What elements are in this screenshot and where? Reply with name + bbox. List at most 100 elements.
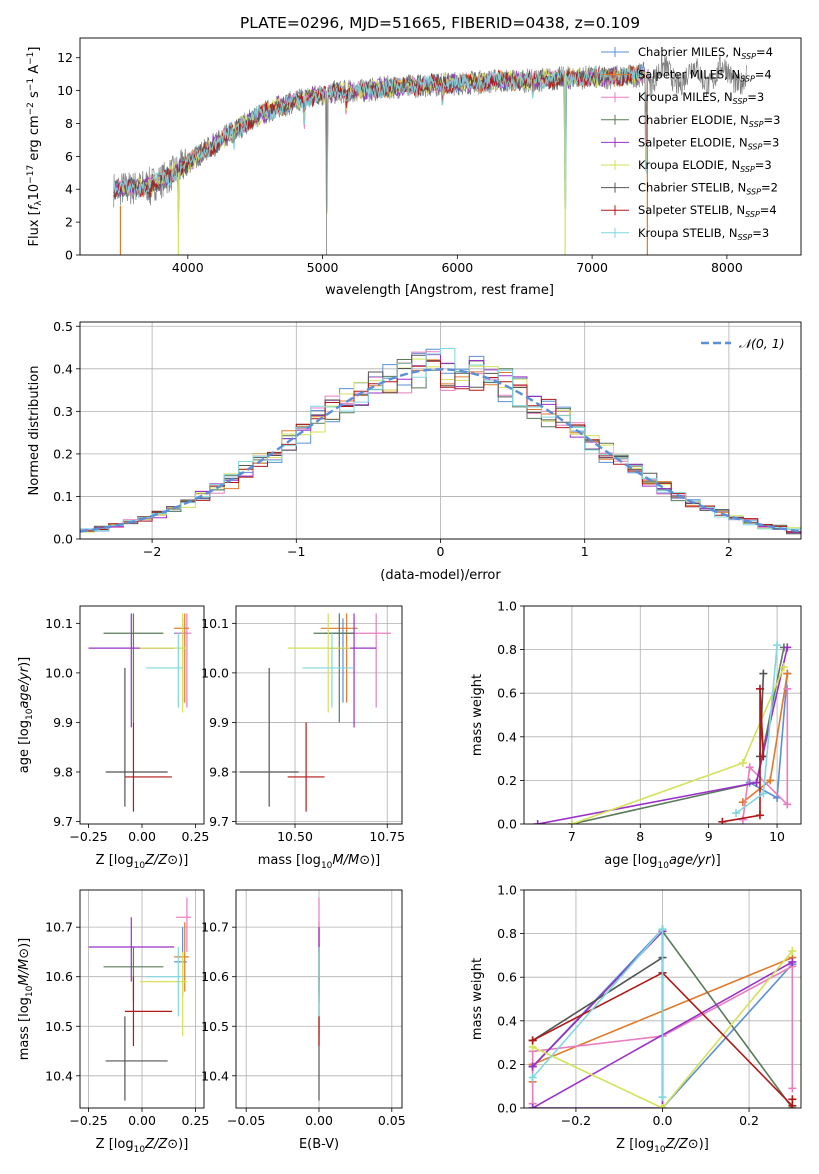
- y-tick-label: 6: [65, 149, 73, 164]
- y-tick-label: 10.5: [201, 1019, 229, 1034]
- residuals-xlabel: (data-model)/error: [380, 568, 501, 583]
- residuals-ylabel: Normed distribution: [27, 366, 42, 496]
- legend-label: Salpeter STELIB, N: [638, 203, 745, 217]
- y-tick-label: 0.2: [497, 773, 517, 788]
- y-tick-label: 10.4: [45, 1068, 73, 1083]
- y-tick-label: 10.7: [45, 920, 73, 935]
- plot-area-residuals: [80, 348, 801, 539]
- weight-ylabel: mass weight: [470, 958, 485, 1040]
- legend-sub: SSP: [738, 233, 753, 242]
- y-tick-label: 10.4: [201, 1068, 229, 1083]
- y-tick-label: 12: [57, 50, 73, 65]
- x-tick-label: 2: [725, 544, 733, 559]
- spectrum-xlabel: wavelength [Angstrom, rest frame]: [325, 283, 554, 298]
- legend-label: Salpeter MILES, N: [638, 68, 740, 82]
- chart-residuals: −2 −1 0 1 2 0.0 0.1 0.2 0.3 0.4 0.5 𝒩(0, 1) (data-mo…: [27, 319, 802, 583]
- y-tick-label: 0.4: [53, 361, 73, 376]
- axes-frame: [79, 605, 205, 825]
- legend-tail: =3: [747, 90, 764, 104]
- legend-sub: SSP: [740, 75, 755, 84]
- spectrum-model-line: [113, 66, 649, 207]
- y-tick-label: 0.3: [53, 404, 73, 419]
- y-tick-label: 0.0: [497, 817, 517, 832]
- y-tick-label: 10.0: [201, 665, 229, 680]
- legend-sub: SSP: [745, 210, 760, 219]
- y-tick-label: 0.0: [497, 1101, 517, 1116]
- y-tick-label: 0.6: [497, 970, 517, 985]
- y-tick-label: 4: [65, 182, 73, 197]
- y-tick-label: 0.2: [53, 446, 73, 461]
- y-tick-label: 10: [57, 83, 73, 98]
- y-tick-label: 0.8: [497, 642, 517, 657]
- y-tick-label: 9.8: [209, 764, 229, 779]
- legend-entry: Kroupa STELIB, NSSP=3: [638, 226, 769, 242]
- axis-label: mass [log10M/M⊙)]: [258, 853, 381, 871]
- axes-frame: [235, 889, 403, 1109]
- ylabel-part: −1: [26, 52, 36, 65]
- ylabel-part: λ: [34, 200, 44, 206]
- figure-title: PLATE=0296, MJD=51665, FIBERID=0438, z=0…: [240, 14, 640, 32]
- y-tick-label: 10.1: [201, 616, 229, 631]
- legend-sub: SSP: [746, 188, 761, 197]
- chart-weight_vs_Z: −0.2 0.0 0.2 0.0 0.2 0.4 0.6 0.8 1.0 mass weight Z…: [470, 883, 802, 1155]
- weight-line: [722, 688, 765, 823]
- x-tick-label: 5000: [307, 260, 339, 275]
- y-tick-label: 9.7: [209, 814, 229, 829]
- y-tick-label: 0.8: [497, 926, 517, 941]
- legend-tail: =4: [755, 68, 772, 82]
- axis-label-part: )]: [699, 1137, 709, 1152]
- legend-sub: SSP: [740, 165, 755, 174]
- plot-area-mass_vs_Z: [88, 897, 192, 1101]
- y-tick-label: 0.4: [497, 729, 517, 744]
- axis-label-sub: 10: [25, 985, 35, 997]
- axis-label: mass [log10M/M⊙)]: [17, 938, 35, 1061]
- x-tick-label: 0.00: [305, 1113, 333, 1128]
- y-tick-label: 10.5: [45, 1019, 73, 1034]
- x-tick-label: 9: [705, 829, 713, 844]
- axis-label-part: )]: [178, 1137, 188, 1152]
- x-tick-label: 7: [568, 829, 576, 844]
- axes-frame: [523, 605, 802, 825]
- axis-label-sub: 10: [134, 1145, 146, 1155]
- x-tick-label: 0.00: [128, 1113, 156, 1128]
- plot-area-age_vs_Z: [88, 613, 192, 812]
- chart-age_vs_mass: 10.50 10.75 9.7 9.8 9.9 10.0 10.1 mass [log10M/…: [201, 605, 405, 871]
- axis-label-part: )]: [370, 853, 380, 868]
- y-tick-label: 1.0: [497, 883, 517, 898]
- axes-frame: [79, 321, 802, 540]
- legend-sub: SSP: [749, 120, 764, 129]
- axis-label-sub: 10: [134, 861, 146, 871]
- axis-label-part: Z [log: [96, 1137, 134, 1152]
- y-tick-label: 0.6: [497, 686, 517, 701]
- x-tick-label: 10.75: [369, 829, 405, 844]
- axis-label-sub: 10: [658, 861, 670, 871]
- legend-tail: =3: [755, 158, 772, 172]
- x-tick-label: 7000: [576, 260, 608, 275]
- legend-sub: SSP: [733, 97, 748, 106]
- axis-label-part: Z/Z⊙: [144, 853, 178, 868]
- y-tick-label: 8: [65, 116, 73, 131]
- plot-area-weight_vs_Z: [528, 925, 797, 1108]
- x-tick-label: −2: [143, 544, 161, 559]
- axis-label-part: mass [log: [17, 997, 32, 1060]
- axis-label-part: mass [log: [258, 853, 321, 868]
- ylabel-part: erg cm: [27, 115, 42, 164]
- y-tick-label: 0: [65, 248, 73, 263]
- x-tick-label: 0.25: [182, 1113, 210, 1128]
- x-tick-label: 8000: [711, 260, 743, 275]
- ylabel-part: A: [27, 65, 42, 78]
- y-tick-label: 9.9: [209, 715, 229, 730]
- ylabel-part: ]: [27, 47, 42, 52]
- ylabel-part: Flux [: [27, 210, 42, 246]
- legend-normal: 𝒩(0, 1): [739, 336, 785, 351]
- legend-tail: =2: [761, 181, 778, 195]
- x-tick-label: −0.25: [69, 1113, 107, 1128]
- legend-tail: =3: [764, 113, 781, 127]
- y-tick-label: 10.6: [45, 969, 73, 984]
- spectrum-model-line: [113, 66, 649, 198]
- ylabel-part: −1: [26, 78, 36, 91]
- legend-tail: =4: [760, 203, 777, 217]
- weight-line: [531, 929, 793, 1108]
- legend-tail: =4: [756, 45, 773, 59]
